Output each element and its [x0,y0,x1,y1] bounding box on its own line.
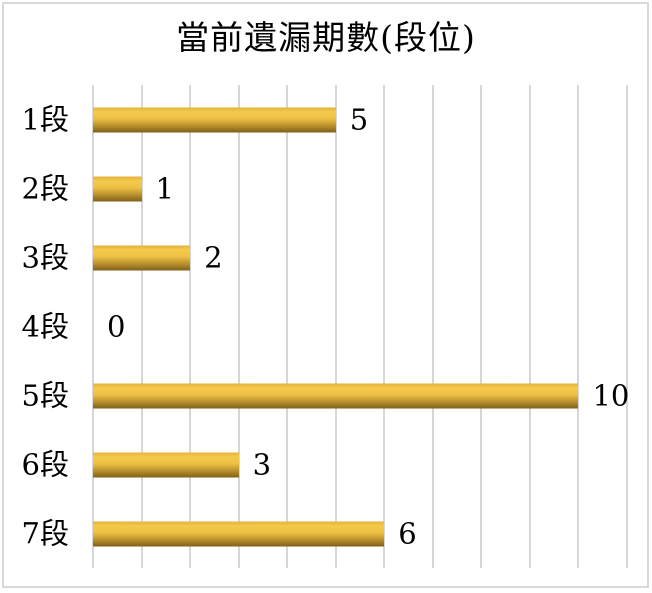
value-label: 2 [204,240,223,274]
category-label: 3段 [21,240,69,274]
bar [93,176,142,201]
gridline [237,85,240,568]
gridline [189,85,192,568]
gridline [528,85,531,568]
bar [93,383,579,408]
bar-row: 4段 0 [22,292,627,361]
bar-row: 1段 5 [22,85,627,154]
plot-area: 1段 5 2段 1 3段 2 4段 0 5段 10 6段 3 7段 6 [22,85,630,568]
category-label: 1段 [21,102,69,136]
bar [93,107,336,132]
gridline [431,85,434,568]
value-label: 0 [107,309,126,343]
bar-row: 2段 1 [22,154,627,223]
value-label: 3 [252,447,272,481]
bar-row: 6段 3 [22,430,627,499]
bar [93,521,385,546]
value-label: 5 [349,102,369,136]
bar [93,452,239,477]
gridline [383,85,386,568]
gridline [626,85,628,568]
category-label: 6段 [21,447,69,481]
bar-row: 5段 10 [22,361,630,430]
category-label: 5段 [21,378,69,412]
gridline [286,85,289,568]
gridline [334,85,337,568]
value-label: 1 [155,171,174,205]
bar [93,245,191,270]
bar-row: 3段 2 [22,223,627,292]
bar-row: 7段 6 [22,499,627,568]
value-label: 10 [592,378,630,412]
gridline [140,85,143,568]
chart-title: 當前遺漏期數(段位) [176,18,476,57]
value-label: 6 [398,516,417,550]
category-label: 4段 [21,309,69,343]
gridline [577,85,580,568]
category-label: 2段 [21,171,69,205]
gridline [480,85,483,568]
category-label: 7段 [21,516,69,550]
gridline [92,85,94,568]
